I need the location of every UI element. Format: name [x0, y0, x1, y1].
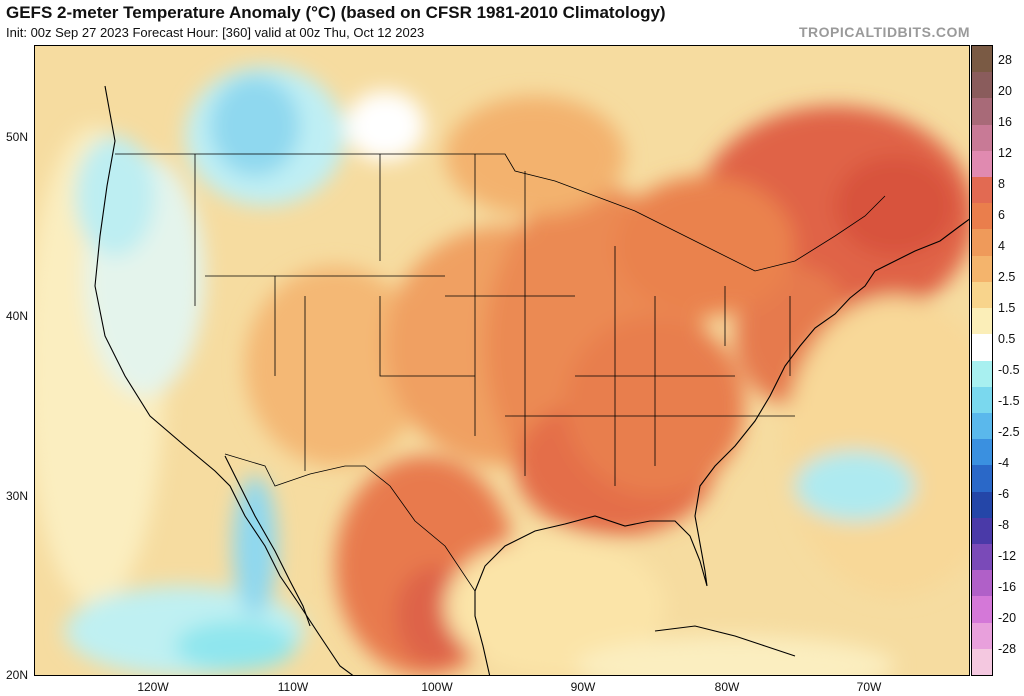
colorbar-tick-label: -20 [998, 611, 1017, 625]
colorbar-tick-label: -6 [998, 487, 1010, 501]
colorbar-cell [972, 465, 992, 493]
lon-label-120w: 120W [137, 680, 169, 694]
map-subtitle: Init: 00z Sep 27 2023 Forecast Hour: [36… [6, 25, 425, 40]
colorbar-tick-label: -8 [998, 518, 1010, 532]
colorbar-tick-label: -12 [998, 549, 1017, 563]
colorbar-tick-label: -4 [998, 456, 1010, 470]
colorbar-tick-label: 1.5 [998, 301, 1016, 315]
colorbar-tick-label: -2.5 [998, 425, 1020, 439]
lon-label-80w: 80W [714, 680, 740, 694]
colorbar-tick-label: 16 [998, 115, 1012, 129]
colorbar-cell [972, 517, 992, 545]
colorbar-cell [972, 124, 992, 152]
lat-label-30n: 30N [6, 489, 29, 503]
lon-label-110w: 110W [277, 680, 309, 694]
colorbar-cell [972, 570, 992, 597]
lon-label-100w: 100W [421, 680, 453, 694]
colorbar-cell [972, 386, 992, 414]
lat-label-40n: 40N [6, 309, 29, 323]
colorbar-tick-label: -28 [998, 642, 1017, 656]
colorbar-cell [972, 229, 992, 257]
borders [115, 153, 886, 592]
colorbar-cell [972, 308, 992, 335]
map-title: GEFS 2-meter Temperature Anomaly (°C) (b… [6, 3, 666, 22]
source-watermark: TROPICALTIDBITS.COM [798, 24, 970, 40]
coastlines [94, 85, 969, 675]
colorbar-tick-label: 0.5 [998, 332, 1016, 346]
colorbar-cell [972, 596, 992, 624]
colorbar-cell [972, 648, 992, 676]
lon-label-70w: 70W [856, 680, 882, 694]
colorbar-cell [972, 439, 992, 466]
colorbar-tick-label: -16 [998, 580, 1017, 594]
colorbar-cell [972, 255, 992, 283]
colorbar-cell [972, 281, 992, 309]
lon-label-90w: 90W [570, 680, 596, 694]
anomaly-field [35, 66, 969, 675]
colorbar-cell [972, 98, 992, 126]
colorbar-cell [972, 203, 992, 230]
colorbar-cell [972, 72, 992, 99]
colorbar-tick-label: 28 [998, 53, 1012, 67]
colorbar-tick-label: -0.5 [998, 363, 1020, 377]
colorbar-tick-label: 12 [998, 146, 1012, 160]
colorbar-cell [972, 334, 992, 361]
colorbar-cell [972, 412, 992, 440]
colorbar-tick-label: 4 [998, 239, 1005, 253]
colorbar-tick-label: 2.5 [998, 270, 1016, 284]
colorbar-cell [972, 543, 992, 571]
colorbar-cell [972, 360, 992, 388]
colorbar-tick-label: 8 [998, 177, 1005, 191]
anomaly-map [34, 45, 970, 676]
lat-label-20n: 20N [6, 668, 29, 682]
map-canvas [35, 46, 969, 675]
colorbar-cell [972, 46, 992, 73]
colorbar-tick-label: 20 [998, 84, 1012, 98]
colorbar-cell [972, 177, 992, 204]
colorbar-cell [972, 491, 992, 519]
colorbar [971, 45, 993, 676]
colorbar-tick-label: 6 [998, 208, 1005, 222]
colorbar-cell [972, 150, 992, 178]
colorbar-tick-label: -1.5 [998, 394, 1020, 408]
lat-label-50n: 50N [6, 130, 29, 144]
colorbar-cell [972, 622, 992, 650]
